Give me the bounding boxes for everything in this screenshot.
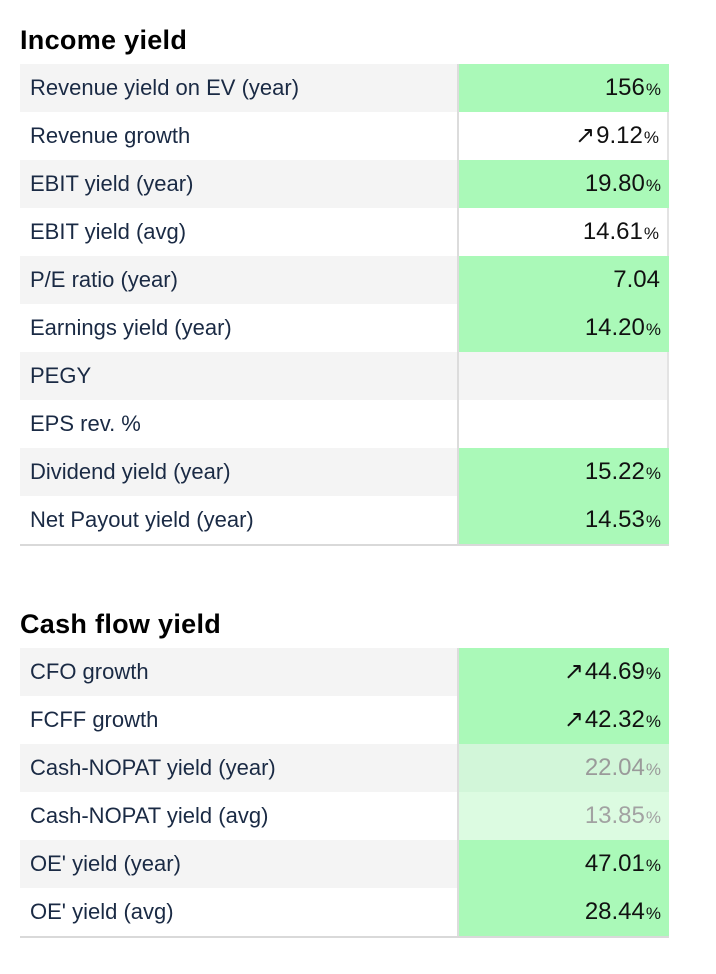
table-row-dividend-yield-year: Dividend yield (year) 15.22% xyxy=(20,448,669,496)
row-value: 19.80% xyxy=(457,160,669,208)
trend-up-icon: ↗ xyxy=(575,122,596,149)
row-label: EBIT yield (avg) xyxy=(20,208,457,256)
row-label: Revenue growth xyxy=(20,112,457,160)
income-yield-table: Revenue yield on EV (year) 156% Revenue … xyxy=(20,64,669,546)
row-value: 28.44% xyxy=(457,888,669,936)
table-row-ebit-yield-avg: EBIT yield (avg) 14.61% xyxy=(20,208,669,256)
row-value: 14.61% xyxy=(457,208,669,256)
table-row-cfo-growth: CFO growth ↗44.69% xyxy=(20,648,669,696)
row-value: 156% xyxy=(457,64,669,112)
income-yield-title: Income yield xyxy=(20,25,188,55)
table-row-revenue-growth: Revenue growth ↗9.12% xyxy=(20,112,669,160)
row-value: 14.53% xyxy=(457,496,669,544)
value-number: 14.20 xyxy=(584,314,645,341)
table-row-net-payout-yield-year: Net Payout yield (year) 14.53% xyxy=(20,496,669,544)
table-row-earnings-yield-year: Earnings yield (year) 14.20% xyxy=(20,304,669,352)
value-unit: % xyxy=(645,808,661,827)
income-yield-section: Income yield Revenue yield on EV (year) … xyxy=(20,22,669,546)
row-value: 14.20% xyxy=(457,304,669,352)
table-row-eps-rev: EPS rev. % xyxy=(20,400,669,448)
value-number: 9.12 xyxy=(596,122,643,149)
row-value: 13.85% xyxy=(457,792,669,840)
row-value: 47.01% xyxy=(457,840,669,888)
value-unit: % xyxy=(645,176,661,195)
table-row-cash-nopat-yield-year: Cash-NOPAT yield (year) 22.04% xyxy=(20,744,669,792)
value-number: 44.69 xyxy=(584,658,645,685)
cash-flow-yield-section: Cash flow yield CFO growth ↗44.69% FCFF … xyxy=(20,606,669,938)
row-value: 15.22% xyxy=(457,448,669,496)
row-label: P/E ratio (year) xyxy=(20,256,457,304)
cash-flow-yield-table: CFO growth ↗44.69% FCFF growth ↗42.32% C… xyxy=(20,648,669,938)
value-number: 22.04 xyxy=(584,754,645,781)
trend-up-icon: ↗ xyxy=(563,658,584,685)
row-value: ↗42.32% xyxy=(457,696,669,744)
row-label: FCFF growth xyxy=(20,696,457,744)
row-label: CFO growth xyxy=(20,648,457,696)
value-number: 15.22 xyxy=(584,458,645,485)
table-row-oe-yield-avg: OE' yield (avg) 28.44% xyxy=(20,888,669,936)
row-label: Cash-NOPAT yield (avg) xyxy=(20,792,457,840)
row-label: Earnings yield (year) xyxy=(20,304,457,352)
row-value: 7.04 xyxy=(457,256,669,304)
row-label: PEGY xyxy=(20,352,457,400)
row-value xyxy=(457,352,669,400)
row-value xyxy=(457,400,669,448)
value-unit: % xyxy=(645,904,661,923)
value-number: 14.53 xyxy=(584,506,645,533)
table-row-fcff-growth: FCFF growth ↗42.32% xyxy=(20,696,669,744)
value-number: 42.32 xyxy=(584,706,645,733)
row-label: Cash-NOPAT yield (year) xyxy=(20,744,457,792)
value-unit: % xyxy=(643,128,659,147)
value-number: 19.80 xyxy=(584,170,645,197)
cash-flow-yield-title: Cash flow yield xyxy=(20,609,222,639)
table-row-oe-yield-year: OE' yield (year) 47.01% xyxy=(20,840,669,888)
row-label: Dividend yield (year) xyxy=(20,448,457,496)
value-number: 13.85 xyxy=(584,802,645,829)
value-unit: % xyxy=(645,760,661,779)
row-label: EBIT yield (year) xyxy=(20,160,457,208)
table-row-ebit-yield-year: EBIT yield (year) 19.80% xyxy=(20,160,669,208)
value-unit: % xyxy=(645,320,661,339)
row-label: OE' yield (avg) xyxy=(20,888,457,936)
table-row-cash-nopat-yield-avg: Cash-NOPAT yield (avg) 13.85% xyxy=(20,792,669,840)
value-unit: % xyxy=(645,664,661,683)
value-unit: % xyxy=(645,512,661,531)
table-row-pegy: PEGY xyxy=(20,352,669,400)
value-number: 28.44 xyxy=(584,898,645,925)
row-value: 22.04% xyxy=(457,744,669,792)
value-unit: % xyxy=(645,712,661,731)
value-number: 156 xyxy=(604,74,645,101)
trend-up-icon: ↗ xyxy=(563,706,584,733)
value-unit: % xyxy=(645,856,661,875)
row-label: EPS rev. % xyxy=(20,400,457,448)
row-label: OE' yield (year) xyxy=(20,840,457,888)
value-number: 14.61 xyxy=(582,218,643,245)
value-unit: % xyxy=(645,80,661,99)
value-unit: % xyxy=(645,464,661,483)
table-row-revenue-yield-on-ev: Revenue yield on EV (year) 156% xyxy=(20,64,669,112)
value-unit: % xyxy=(643,224,659,243)
row-label: Net Payout yield (year) xyxy=(20,496,457,544)
value-number: 47.01 xyxy=(584,850,645,877)
row-label: Revenue yield on EV (year) xyxy=(20,64,457,112)
row-value: ↗44.69% xyxy=(457,648,669,696)
value-number: 7.04 xyxy=(613,266,660,293)
row-value: ↗9.12% xyxy=(457,112,669,160)
table-row-pe-ratio-year: P/E ratio (year) 7.04 xyxy=(20,256,669,304)
